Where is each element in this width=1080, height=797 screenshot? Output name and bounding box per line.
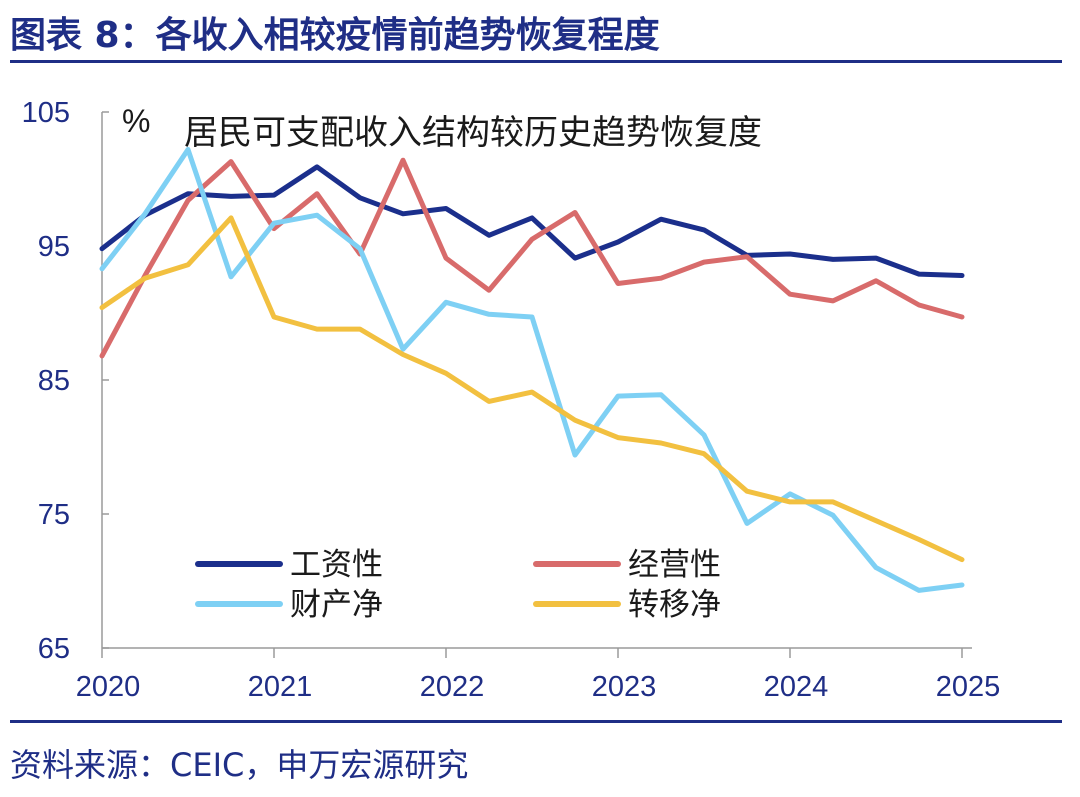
y-tick-label: 75 <box>38 499 70 531</box>
x-axis-ticks: 2020 2021 2022 2023 2024 2025 <box>76 648 1001 703</box>
y-tick-label: 65 <box>38 633 70 665</box>
x-tick-label: 2022 <box>420 671 485 703</box>
series-line-3 <box>99 147 965 593</box>
y-tick-label: 105 <box>22 97 70 129</box>
title-rule <box>10 60 1062 63</box>
y-axis-unit: % <box>122 103 150 139</box>
series-line-2 <box>99 157 965 359</box>
x-tick-label: 2024 <box>764 671 829 703</box>
series-line-1 <box>99 164 965 278</box>
x-tick-label: 2025 <box>936 671 1001 703</box>
x-tick-label: 2020 <box>76 671 141 703</box>
legend-label-2: 经营性 <box>628 547 721 583</box>
source-note: 资料来源：CEIC，申万宏源研究 <box>10 746 469 784</box>
y-tick-label: 95 <box>38 231 70 263</box>
series-lines <box>99 147 965 593</box>
x-tick-label: 2023 <box>592 671 657 703</box>
y-tick-label: 85 <box>38 365 70 397</box>
source-rule <box>10 720 1062 723</box>
x-tick-label: 2021 <box>248 671 313 703</box>
legend-label-4: 转移净 <box>628 587 721 623</box>
series-line-4 <box>99 215 965 563</box>
legend-label-1: 工资性 <box>290 547 383 583</box>
chart-subtitle: 居民可支配收入结构较历史趋势恢复度 <box>184 113 762 153</box>
y-axis-ticks: 65 75 85 95 105 <box>22 97 109 665</box>
legend-label-3: 财产净 <box>290 587 383 623</box>
figure-title: 图表 8：各收入相较疫情前趋势恢复程度 <box>10 15 660 56</box>
